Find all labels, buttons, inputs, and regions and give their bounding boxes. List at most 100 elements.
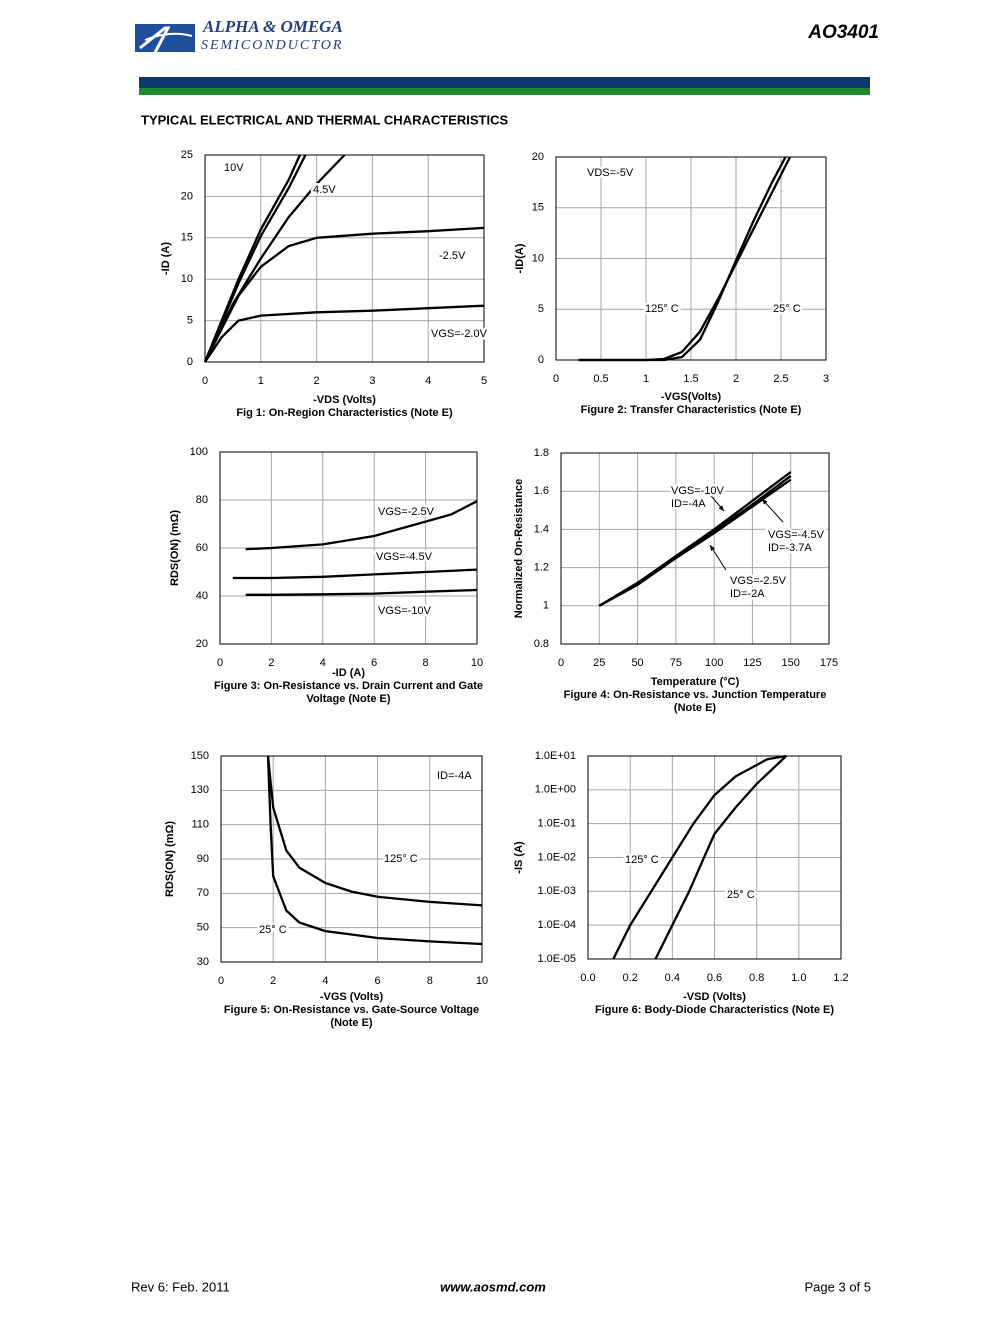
series-label: 125° C bbox=[625, 854, 659, 866]
series-line bbox=[654, 755, 787, 960]
chart-title: Figure 3: On-Resistance vs. Drain Curren… bbox=[214, 680, 483, 692]
website: www.aosmd.com bbox=[440, 1279, 546, 1294]
y-tick-label: 1.2 bbox=[534, 562, 549, 574]
x-tick-label: 8 bbox=[427, 975, 433, 987]
y-tick-label: 10 bbox=[532, 252, 544, 264]
x-tick-label: 4 bbox=[425, 375, 431, 387]
series-label: 125° C bbox=[645, 303, 679, 315]
series-line bbox=[232, 568, 478, 580]
y-tick-label: 25 bbox=[181, 149, 193, 161]
y-tick-label: 5 bbox=[538, 303, 544, 315]
y-tick-label: 15 bbox=[181, 232, 193, 244]
y-tick-label: 1.0E-04 bbox=[537, 919, 576, 931]
x-tick-label: 0.4 bbox=[665, 972, 680, 984]
series-condition: ID=-2A bbox=[730, 588, 765, 600]
x-tick-label: 0 bbox=[218, 975, 224, 987]
x-tick-label: 150 bbox=[782, 657, 800, 669]
x-tick-label: 2.5 bbox=[773, 373, 788, 385]
chart-title: Figure 2: Transfer Characteristics (Note… bbox=[581, 404, 802, 416]
y-tick-label: 20 bbox=[532, 151, 544, 163]
y-axis-label: RDS(ON) (mΩ) bbox=[169, 510, 181, 586]
y-tick-label: 0 bbox=[187, 356, 193, 368]
series-line bbox=[598, 471, 792, 607]
y-tick-label: 30 bbox=[197, 956, 209, 968]
y-tick-label: 1.4 bbox=[534, 523, 549, 535]
series-line bbox=[203, 226, 485, 363]
y-axis-label: -ID (A) bbox=[160, 242, 172, 275]
plot-frame bbox=[220, 755, 483, 963]
x-tick-label: 0.5 bbox=[593, 373, 608, 385]
x-tick-label: 8 bbox=[423, 657, 429, 669]
x-tick-label: 100 bbox=[705, 657, 723, 669]
x-axis-label: -VDS (Volts) bbox=[313, 394, 376, 406]
chart-title: Figure 5: On-Resistance vs. Gate-Source … bbox=[224, 1004, 479, 1016]
series-label: VGS=-4.5V bbox=[376, 551, 433, 563]
chart-title: Figure 6: Body-Diode Characteristics (No… bbox=[595, 1004, 834, 1016]
y-tick-label: 80 bbox=[196, 494, 208, 506]
x-tick-label: 3 bbox=[823, 373, 829, 385]
x-tick-label: 5 bbox=[481, 375, 487, 387]
company-name: ALPHA & OMEGA bbox=[202, 17, 343, 36]
series-line bbox=[266, 755, 483, 946]
x-axis-label: Temperature (°C) bbox=[651, 676, 740, 688]
series-line bbox=[598, 478, 792, 607]
y-axis-label: -IS (A) bbox=[513, 841, 525, 874]
x-axis-label: -VGS(Volts) bbox=[661, 391, 722, 403]
x-tick-label: 1.2 bbox=[833, 972, 848, 984]
series-line bbox=[203, 154, 307, 363]
x-tick-label: 25 bbox=[593, 657, 605, 669]
arrow-head bbox=[762, 499, 768, 505]
series-label: VGS=-10V bbox=[671, 485, 725, 497]
y-tick-label: 1.0E+01 bbox=[535, 750, 576, 762]
x-tick-label: 6 bbox=[375, 975, 381, 987]
series-condition: ID=-4A bbox=[671, 498, 706, 510]
y-tick-label: 90 bbox=[197, 853, 209, 865]
series-line bbox=[266, 755, 483, 907]
arrow-head bbox=[718, 505, 724, 511]
logo bbox=[135, 24, 195, 63]
revision: Rev 6: Feb. 2011 bbox=[131, 1279, 230, 1294]
x-tick-label: 10 bbox=[476, 975, 488, 987]
series-label: 4.5V bbox=[313, 184, 336, 196]
logo-glyph bbox=[144, 32, 193, 41]
y-tick-label: 1.0E+00 bbox=[535, 784, 576, 796]
header-band bbox=[139, 88, 870, 95]
x-tick-label: 0 bbox=[553, 373, 559, 385]
x-tick-label: 10 bbox=[471, 657, 483, 669]
x-tick-label: 0.2 bbox=[623, 972, 638, 984]
page-number: Page 3 of 5 bbox=[805, 1279, 872, 1294]
series-line bbox=[245, 588, 478, 596]
y-tick-label: 1.8 bbox=[534, 447, 549, 459]
x-tick-label: 2 bbox=[314, 375, 320, 387]
x-tick-label: 75 bbox=[670, 657, 682, 669]
chart-title: Fig 1: On-Region Characteristics (Note E… bbox=[236, 407, 453, 419]
series-label: 10V bbox=[224, 162, 244, 174]
x-tick-label: 0 bbox=[217, 657, 223, 669]
section-title: TYPICAL ELECTRICAL AND THERMAL CHARACTER… bbox=[141, 112, 508, 127]
plot-frame bbox=[555, 156, 827, 361]
y-tick-label: 10 bbox=[181, 273, 193, 285]
chart-title: (Note E) bbox=[674, 702, 717, 714]
y-tick-label: 0 bbox=[538, 354, 544, 366]
annotation: ID=-4A bbox=[437, 770, 472, 782]
arrow-head bbox=[710, 545, 715, 551]
y-tick-label: 70 bbox=[197, 887, 209, 899]
series-label: VGS=-2.5V bbox=[378, 506, 435, 518]
x-tick-label: 4 bbox=[322, 975, 328, 987]
y-tick-label: 150 bbox=[191, 750, 209, 762]
y-tick-label: 5 bbox=[187, 315, 193, 327]
y-tick-label: 0.8 bbox=[534, 638, 549, 650]
x-tick-label: 3 bbox=[369, 375, 375, 387]
y-tick-label: 110 bbox=[191, 819, 209, 831]
y-axis-label: RDS(ON) (mΩ) bbox=[164, 821, 176, 897]
plot-frame bbox=[560, 452, 830, 645]
y-tick-label: 15 bbox=[532, 202, 544, 214]
x-tick-label: 0 bbox=[558, 657, 564, 669]
company-division: SEMICONDUCTOR bbox=[201, 38, 343, 53]
plot-frame bbox=[587, 755, 842, 960]
x-axis-label: -VGS (Volts) bbox=[320, 991, 384, 1003]
y-tick-label: 100 bbox=[190, 446, 208, 458]
y-tick-label: 50 bbox=[197, 922, 209, 934]
series-line bbox=[245, 500, 478, 551]
